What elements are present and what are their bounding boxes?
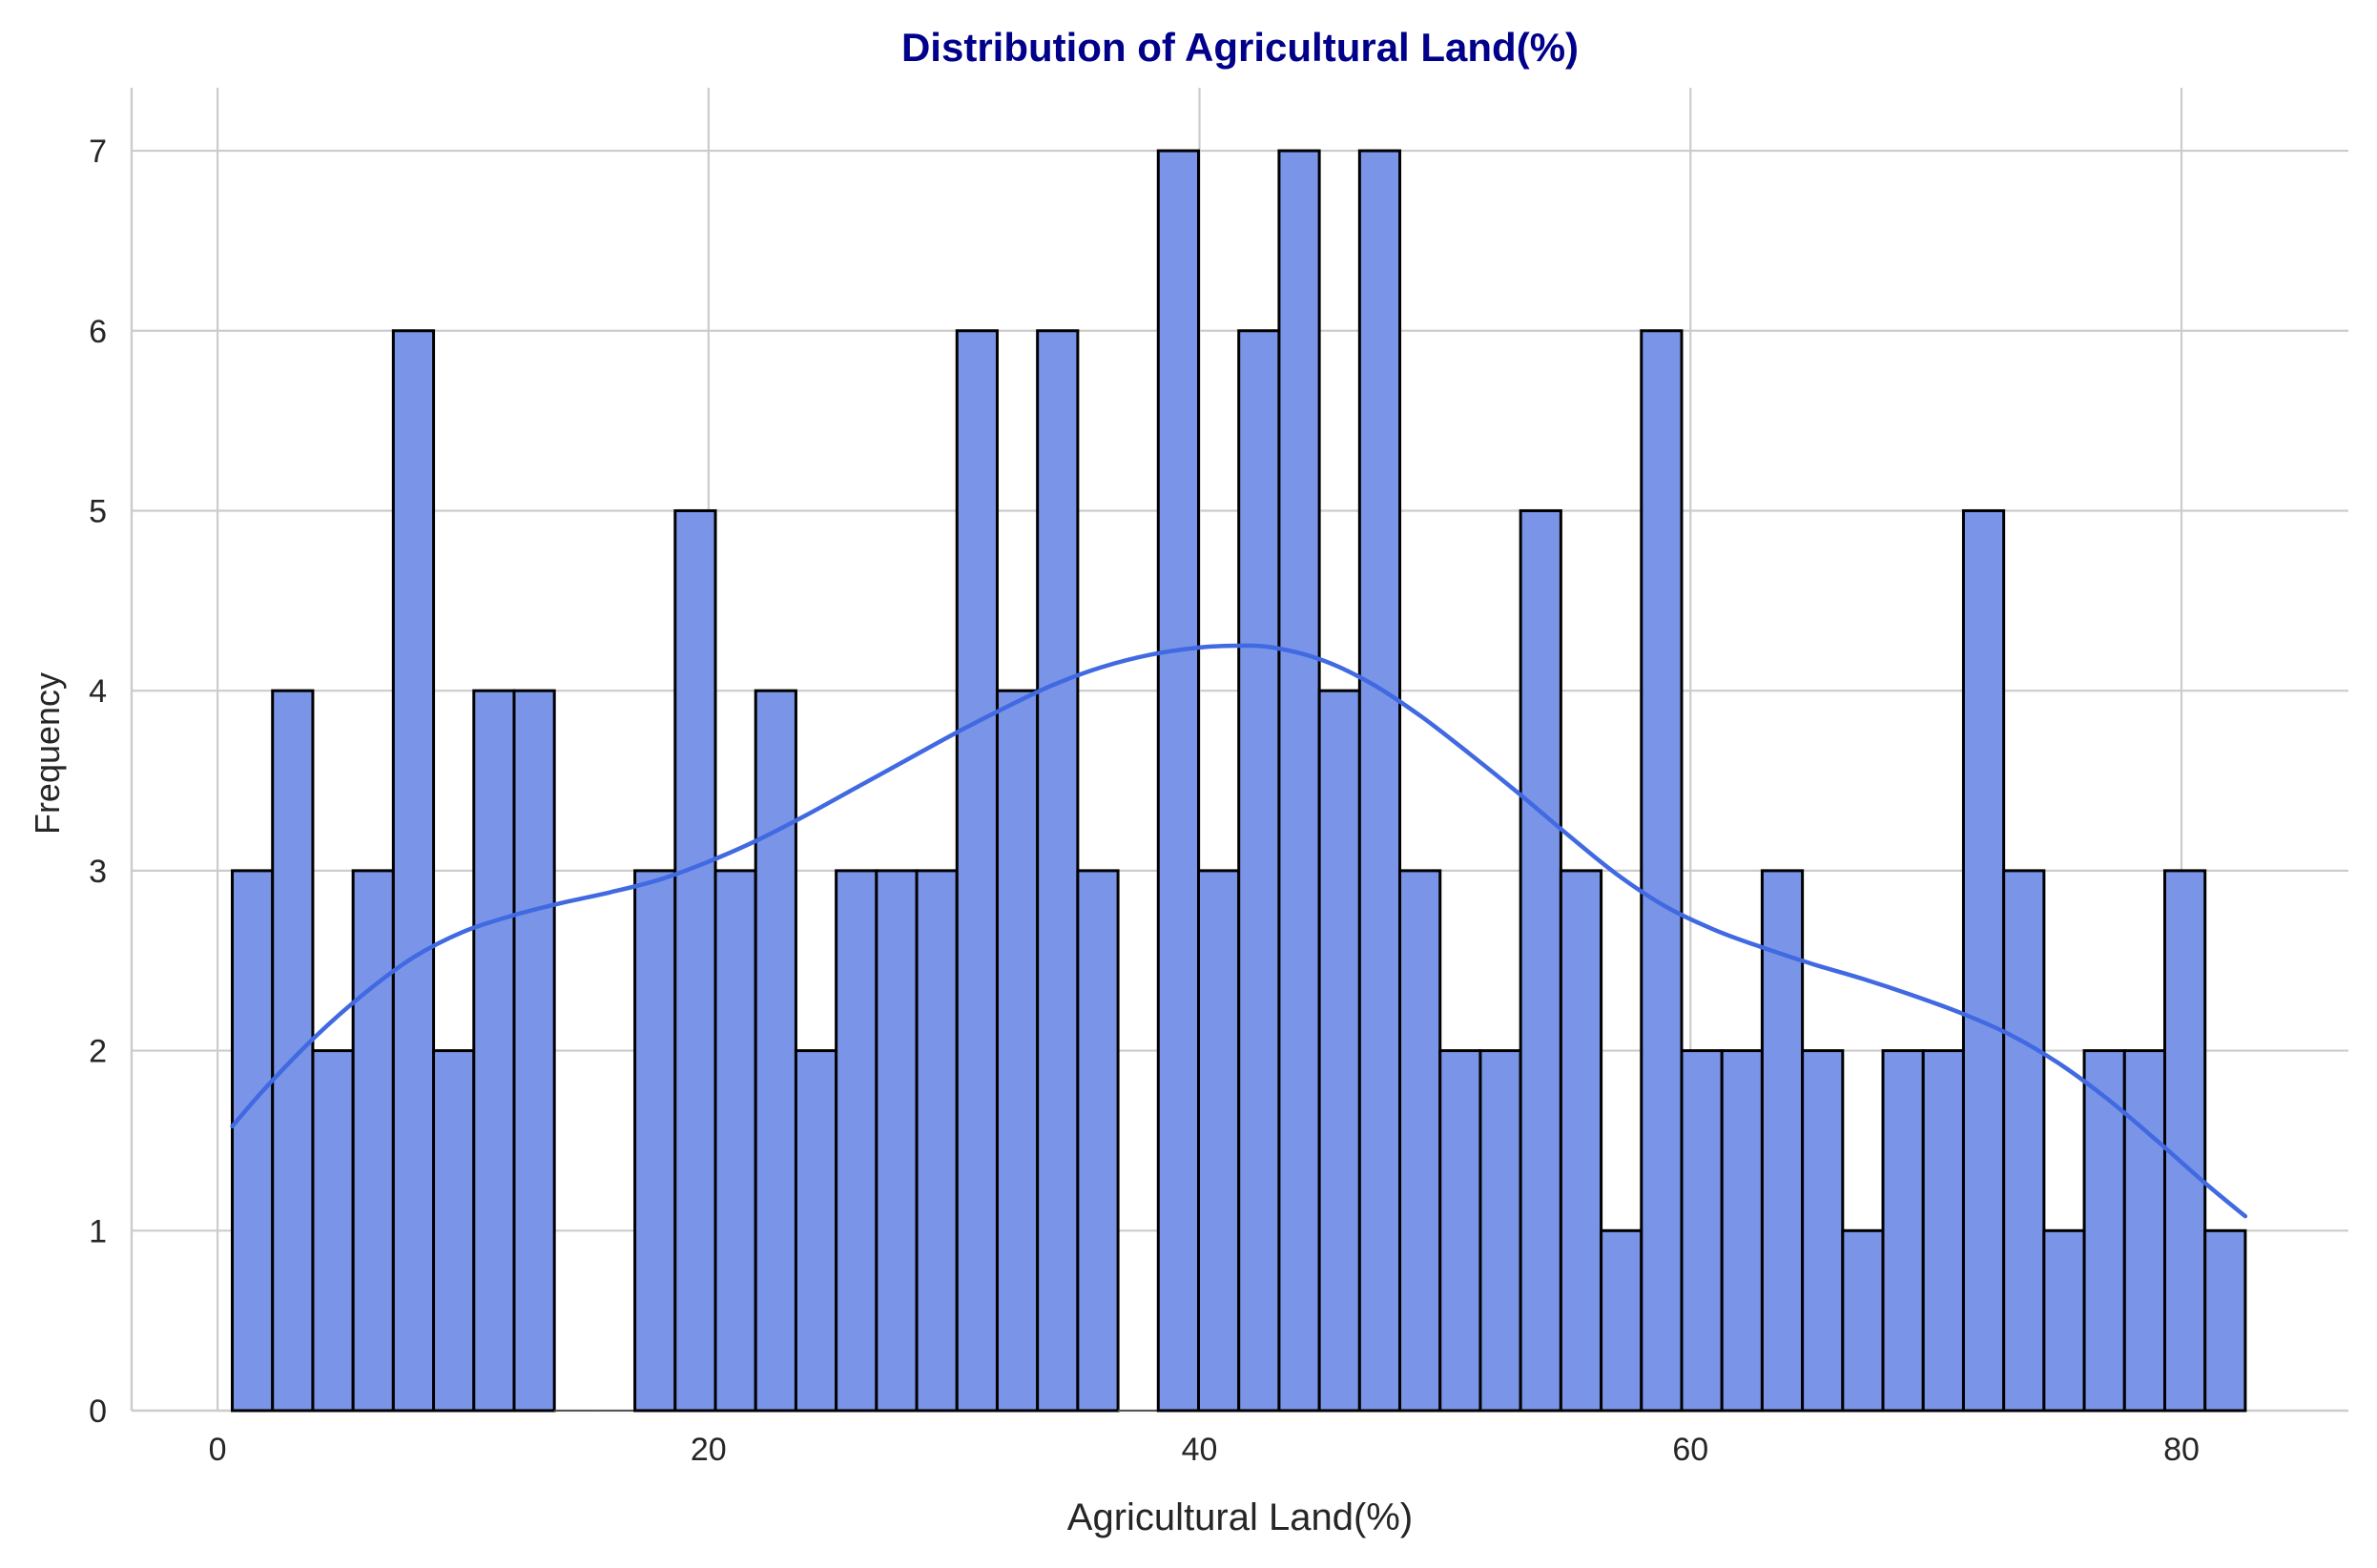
- histogram-bar: [1881, 1049, 1925, 1413]
- histogram-bar: [1519, 508, 1562, 1413]
- histogram-bar: [2162, 869, 2207, 1413]
- x-tick-label: 60: [1672, 1432, 1708, 1468]
- histogram-bar: [955, 329, 999, 1413]
- histogram-bar: [1197, 869, 1241, 1413]
- histogram-bar: [1398, 869, 1442, 1413]
- histogram-bar: [1680, 1049, 1724, 1413]
- y-tick-label: 5: [89, 493, 107, 529]
- histogram-bar: [351, 869, 395, 1413]
- histogram-bar: [2002, 869, 2046, 1413]
- y-tick-label: 3: [89, 854, 107, 890]
- kde-curve-group: [230, 643, 2248, 1219]
- x-tick-label: 0: [209, 1432, 227, 1468]
- histogram-bar: [875, 869, 919, 1413]
- histogram-bar: [673, 508, 717, 1413]
- histogram-bar: [512, 689, 556, 1413]
- histogram-bar: [1076, 869, 1120, 1413]
- histogram-bar: [1841, 1228, 1885, 1413]
- y-tick-label: 2: [89, 1034, 107, 1070]
- y-tick-label: 4: [89, 673, 107, 710]
- histogram-bar: [231, 869, 275, 1413]
- histogram-bar: [2042, 1228, 2086, 1413]
- histogram-bar: [633, 869, 677, 1413]
- histogram-bar: [1438, 1049, 1482, 1413]
- histogram-bar: [713, 869, 757, 1413]
- histogram-bar: [271, 689, 315, 1413]
- x-tick-label: 20: [691, 1432, 727, 1468]
- chart-title: Distribution of Agricultural Land(%): [901, 25, 1579, 70]
- histogram-bar: [1801, 1049, 1845, 1413]
- histogram-bar: [1317, 689, 1361, 1413]
- kde-curve: [230, 643, 2248, 1219]
- histogram-bar: [794, 1049, 838, 1413]
- x-tick-label: 40: [1182, 1432, 1218, 1468]
- y-tick-labels: 0 1 2 3 4 5 6 7: [89, 134, 107, 1430]
- histogram-bar: [915, 869, 959, 1413]
- x-axis-label: Agricultural Land(%): [1067, 1496, 1413, 1538]
- histogram-bar: [2122, 1049, 2166, 1413]
- histogram-bar: [1156, 149, 1201, 1413]
- histogram-bar: [754, 689, 797, 1413]
- histogram-bar: [1036, 329, 1080, 1413]
- histogram-bar: [1720, 1049, 1764, 1413]
- histogram-bar: [1357, 149, 1402, 1413]
- histogram-bar: [2082, 1049, 2126, 1413]
- x-tick-labels: 0 20 40 60 80: [209, 1432, 2200, 1468]
- histogram-bar: [472, 689, 516, 1413]
- histogram-bar: [432, 1049, 476, 1413]
- histogram-bar: [1640, 329, 1684, 1413]
- y-tick-label: 7: [89, 134, 107, 170]
- y-axis-label: Frequency: [28, 672, 67, 835]
- histogram-bar: [1961, 508, 2006, 1413]
- y-tick-label: 6: [89, 314, 107, 350]
- histogram-bar: [1600, 1228, 1643, 1413]
- histogram-bar: [1277, 149, 1321, 1413]
- histogram-bar: [1237, 329, 1281, 1413]
- histogram-bar: [835, 869, 878, 1413]
- histogram-bar: [995, 689, 1040, 1413]
- x-tick-label: 80: [2163, 1432, 2200, 1468]
- histogram-bars: [231, 149, 2247, 1413]
- y-tick-label: 0: [89, 1393, 107, 1430]
- histogram-bar: [311, 1049, 355, 1413]
- histogram-bar: [1559, 869, 1603, 1413]
- y-tick-label: 1: [89, 1213, 107, 1249]
- histogram-bar: [1921, 1049, 1965, 1413]
- histogram-bar: [1478, 1049, 1522, 1413]
- histogram-bar: [391, 329, 436, 1413]
- histogram-bar: [2203, 1228, 2247, 1413]
